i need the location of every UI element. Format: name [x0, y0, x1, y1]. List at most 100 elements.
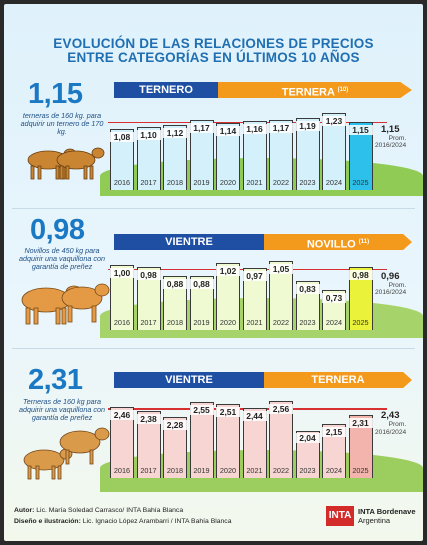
divider [12, 208, 415, 209]
description: Terneras de 160 kg para adquirir una vaq… [19, 397, 105, 423]
header-right: NOVILLO (11) [264, 234, 412, 250]
year-label: 2018 [166, 178, 184, 187]
year-label: 2023 [299, 178, 316, 187]
big-value: 2,31 [28, 364, 83, 396]
year-label: 2024 [325, 178, 343, 187]
bar-value-label: 1,17 [269, 122, 293, 133]
year-label: 2020 [219, 178, 237, 187]
average-label: Prom. 2016/2024 [375, 134, 407, 150]
description: Novillos de 450 kg para adquirir una vaq… [19, 246, 105, 272]
panel-header: VIENTRE NOVILLO (11) [114, 234, 412, 250]
average-value: 2,43 [381, 410, 400, 422]
author-label: Autor: [14, 507, 35, 514]
bar-value-label: 0,97 [242, 271, 267, 282]
bar-value-label: 1,02 [216, 266, 240, 277]
cattle-illustration [21, 283, 110, 325]
bar-value-label: 1,10 [136, 130, 161, 140]
bar-value-label: 1,12 [163, 127, 187, 138]
bar-value-label: 2,15 [322, 427, 346, 438]
header-note: (11) [358, 239, 370, 245]
footer-author: Autor: Lic. María Soledad Carrasco/ INTA… [14, 506, 183, 516]
year-label: 2025 [352, 318, 369, 327]
year-label: 2021 [246, 466, 263, 475]
average-value: 0,96 [381, 270, 400, 282]
chart-3: 2,46 2016 2,38 2017 2,28 2018 2,55 2019 2,51 2020… [108, 390, 418, 478]
bar-value-label: 2,56 [269, 404, 293, 415]
year-label: 2021 [246, 318, 263, 327]
header-left: VIENTRE [114, 372, 264, 388]
bar-value-label: 2,38 [136, 414, 161, 425]
bar-value-label: 1,16 [242, 123, 267, 134]
year-label: 2022 [272, 466, 290, 475]
org-line-2: Argentina [358, 516, 391, 525]
chart-1: 1,08 2016 1,10 2017 1,12 2018 1,17 2019 1,14 2020… [108, 100, 418, 190]
panel-header: VIENTRE TERNERA [114, 372, 412, 388]
year-label: 2017 [140, 318, 157, 327]
bar-value-label: 0,73 [322, 293, 346, 304]
design-label: Diseño e ilustración: [14, 518, 81, 525]
cattle-illustration [23, 427, 110, 480]
big-value: 0,98 [30, 214, 85, 246]
bar-value-label: 1,17 [189, 122, 214, 133]
cattle-illustration [27, 147, 105, 180]
header-note: (10) [337, 87, 349, 93]
average-value: 1,15 [381, 123, 400, 135]
description: terneras de 160 kg. para adquirir un ter… [20, 111, 104, 137]
org-line-1: INTA Bordenave [358, 507, 416, 516]
divider [12, 348, 415, 349]
header-left: VIENTRE [114, 234, 264, 250]
header-right: TERNERA (10) [218, 82, 412, 98]
year-label: 2016 [113, 178, 131, 187]
bar-value-label: 2,46 [110, 409, 134, 420]
bar-value-label: 0,88 [189, 279, 214, 290]
designer: Lic. Ignacio López Arambarri / INTA Bahí… [82, 518, 232, 525]
year-label: 2019 [193, 318, 210, 327]
year-label: 2016 [113, 318, 131, 327]
year-label: 2016 [113, 466, 131, 475]
bar-value-label: 1,00 [110, 268, 134, 279]
bar-value-label: 2,55 [189, 404, 214, 415]
year-label: 2021 [246, 178, 263, 187]
year-label: 2017 [140, 466, 157, 475]
infographic: EVOLUCIÓN DE LAS RELACIONES DE PRECIOS E… [4, 4, 423, 541]
bar-value-label: 2,44 [242, 410, 267, 421]
year-label: 2020 [219, 466, 237, 475]
year-label: 2024 [325, 466, 343, 475]
bar-value-label: 0,98 [348, 270, 373, 281]
bar-value-label: 1,19 [295, 120, 320, 131]
footer-design: Diseño e ilustración: Lic. Ignacio López… [14, 517, 231, 527]
bar-value-label: 0,98 [136, 270, 161, 281]
year-label: 2023 [299, 466, 316, 475]
panel-header: TERNERO TERNERA (10) [114, 82, 412, 98]
bar-value-label: 2,31 [348, 418, 373, 429]
title-line-2: ENTRE CATEGORÍAS EN ÚLTIMOS 10 AÑOS [67, 50, 360, 65]
title-line-1: EVOLUCIÓN DE LAS RELACIONES DE PRECIOS [53, 36, 374, 51]
year-label: 2025 [352, 466, 369, 475]
header-left: TERNERO [114, 82, 218, 98]
year-label: 2019 [193, 466, 210, 475]
bar-value-label: 1,05 [269, 263, 293, 274]
header-right-label: TERNERA [281, 86, 335, 99]
org-name: INTA Bordenave Argentina [358, 507, 416, 525]
average-label: Prom. 2016/2024 [375, 281, 407, 297]
year-label: 2022 [272, 178, 290, 187]
author: Lic. María Soledad Carrasco/ INTA Bahía … [36, 507, 184, 514]
header-right: TERNERA [264, 372, 412, 388]
header-right-label: TERNERA [311, 374, 365, 386]
year-label: 2020 [219, 318, 237, 327]
year-label: 2018 [166, 318, 184, 327]
bar-value-label: 1,15 [348, 124, 373, 135]
year-label: 2025 [352, 178, 369, 187]
year-label: 2022 [272, 318, 290, 327]
bar-value-label: 0,83 [295, 283, 320, 294]
chart-2: 1,00 2016 0,98 2017 0,88 2018 0,88 2019 1,02 2020… [108, 250, 418, 330]
bar-value-label: 2,28 [163, 419, 187, 430]
year-label: 2023 [299, 318, 316, 327]
bar-value-label: 2,51 [216, 406, 240, 417]
year-label: 2019 [193, 178, 210, 187]
bar-value-label: 1,08 [110, 132, 134, 143]
year-label: 2017 [140, 178, 157, 187]
bar-value-label: 1,23 [322, 116, 346, 127]
bar-value-label: 0,88 [163, 279, 187, 290]
bar-value-label: 2,04 [295, 433, 320, 444]
